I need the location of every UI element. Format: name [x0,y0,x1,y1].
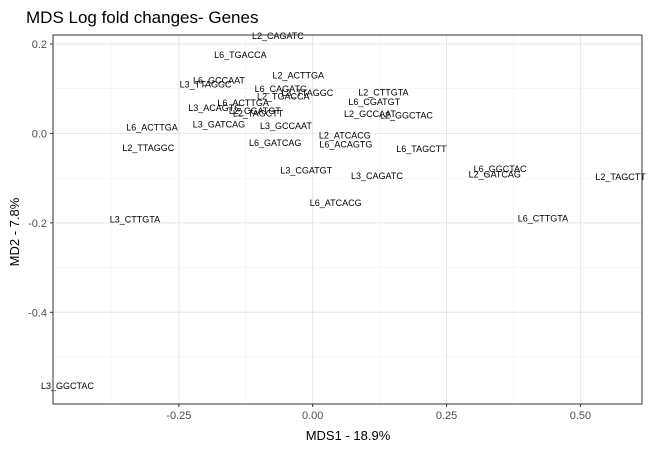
point-label: L3_CTTGTA [110,215,160,225]
point-label: L6_ACAGTG [319,140,372,150]
point-label: L2_ATCACG [319,131,371,141]
y-tick-label: -0.4 [28,307,47,319]
point-label: L2_TAGCTT [595,172,646,182]
x-tick-label: 0.25 [436,410,457,422]
point-label: L2_ACTTGA [272,71,324,81]
point-label: L6_GATCAG [249,138,301,148]
point-label: L6_TAGCTT [396,144,447,154]
x-tick-label: 0.50 [570,410,591,422]
x-axis-title: MDS1 - 18.9% [306,428,391,443]
chart-title: MDS Log fold changes- Genes [26,8,258,27]
point-label: L2_TAGCTT [233,108,284,118]
x-tick-label: -0.25 [166,410,191,422]
point-label: L6_TGACCA [214,50,267,60]
y-tick-label: 0.0 [32,128,47,140]
point-label: L6_ACTTGA [126,123,178,133]
y-axis-ticks: -0.4 -0.2 0.0 0.2 [28,39,53,319]
point-labels: L2_CAGATCL6_TGACCAL6_GCCAATL3_TTAGGCL2_A… [41,31,646,391]
point-label: L6_ACTTGA [217,98,269,108]
point-label: L2_TTAGGC [122,143,174,153]
point-label: L3_GATCAG [193,119,245,129]
point-label: L2_CAGATC [252,31,304,41]
y-tick-label: -0.2 [28,218,47,230]
point-label: L2_GATCAG [469,170,521,180]
point-label: L6_CGATGT [348,97,400,107]
point-label: L3_TTAGGC [281,88,333,98]
point-label: L6_CTTGTA [518,213,568,223]
point-label: L6_ATCACG [310,198,362,208]
point-label: L3_CAGATC [351,171,403,181]
point-label: L3_ACAGTG [188,103,241,113]
point-label: L3_TTAGGC [180,80,232,90]
point-label: L2_CGATGT [229,106,281,116]
point-label: L6_GGCTAC [474,164,527,174]
major-gridlines [53,35,642,404]
x-axis-ticks: -0.25 0.00 0.25 0.50 [166,404,591,422]
point-label: L2_TGACCA [257,92,310,102]
panel-border [52,34,643,405]
point-label: L3_GGCTAC [41,381,94,391]
x-tick-label: 0.00 [302,410,323,422]
point-label: L2_GCCAAT [344,109,396,119]
y-tick-label: 0.2 [32,39,47,51]
y-axis-title: MD2 - 7.8% [7,197,22,266]
point-label: L2_CTTGTA [358,87,408,97]
minor-gridlines [53,35,642,404]
point-label: L3_GCCAAT [260,121,312,131]
point-label: L3_CGATGT [280,166,332,176]
point-label: L6_CAGATC [255,84,307,94]
point-label: L6_GCCAAT [193,76,245,86]
point-label: L2_GGCTAC [380,111,433,121]
